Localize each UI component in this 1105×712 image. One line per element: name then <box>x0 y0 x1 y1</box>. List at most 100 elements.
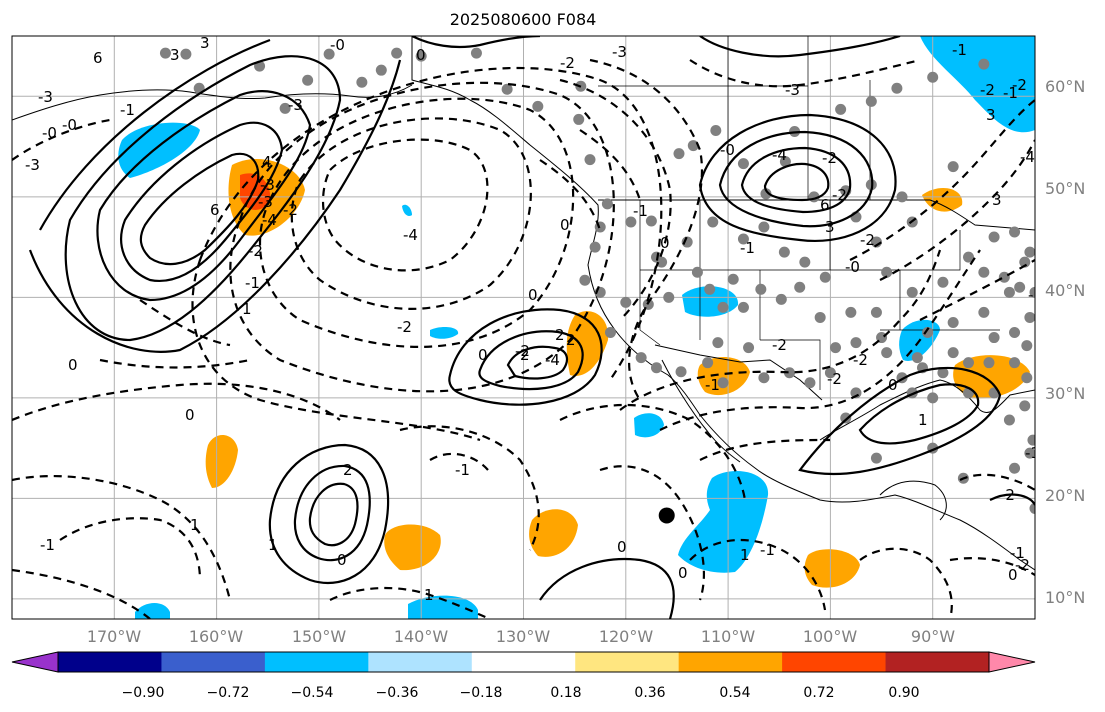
contour-label: 4 <box>262 153 272 171</box>
colorbar-extend-high <box>988 651 1036 673</box>
contour-label: -3 <box>612 43 627 61</box>
contour-label: 2 <box>566 331 576 349</box>
station-marker <box>927 71 939 83</box>
colorbar-tick-label: −0.36 <box>376 685 419 701</box>
contour-label: -1 <box>740 239 755 257</box>
station-marker <box>845 306 857 318</box>
station-marker <box>783 367 795 379</box>
station-marker <box>963 357 975 369</box>
coastline-alaska <box>12 84 413 121</box>
station-marker <box>1024 311 1035 323</box>
contour-positive <box>64 55 342 342</box>
station-marker <box>835 103 847 115</box>
colorbar-swatch <box>575 652 680 672</box>
station-marker <box>620 296 632 308</box>
station-marker <box>906 286 918 298</box>
station-marker <box>927 392 939 404</box>
station-marker <box>356 76 368 88</box>
contour-label: -1 <box>952 41 967 59</box>
station-marker <box>1027 434 1035 446</box>
canada-provinces <box>598 36 871 200</box>
contour-label: -1 <box>705 376 720 394</box>
station-marker <box>870 452 882 464</box>
station-marker <box>501 83 513 95</box>
contour-label: 1 <box>740 546 750 564</box>
contour-label: 0 <box>337 551 347 569</box>
map-area: 6 -0 -2 -0 -3 0 -4 -3 -2 -1 0 2 -2 0 1 -… <box>12 36 1040 619</box>
station-marker <box>302 74 314 86</box>
contour-label: 3 <box>992 191 1002 209</box>
contour-label: 0 <box>560 216 570 234</box>
station-marker <box>1003 414 1015 426</box>
station-marker <box>681 236 693 248</box>
colorbar-tick-label: 0.18 <box>550 685 581 701</box>
lat-labels: 10°N 20°N 30°N 40°N 50°N 60°N <box>1045 77 1085 607</box>
contour-label: 0 <box>660 234 670 252</box>
contour-label: 3 <box>986 106 996 124</box>
contour-positive <box>740 146 852 214</box>
contour-label: 0 <box>617 538 627 556</box>
contour-positive <box>763 162 830 202</box>
contour-label: -0 <box>720 141 735 159</box>
lat-label: 40°N <box>1045 281 1085 300</box>
station-marker <box>604 327 616 339</box>
colorbar-extend-low <box>11 651 59 673</box>
colorbar-tick-label: −0.54 <box>291 685 334 701</box>
station-marker <box>896 191 908 203</box>
station-marker <box>573 113 585 125</box>
contours <box>12 36 1035 619</box>
negative-contours <box>12 58 1035 619</box>
station-marker <box>1009 357 1021 369</box>
station-marker <box>323 48 335 60</box>
contour-label: -1 <box>120 101 135 119</box>
contour-label: 2 <box>343 461 353 479</box>
station-marker <box>601 198 613 210</box>
contour-label: -2 <box>1012 76 1027 94</box>
contour-negative <box>12 118 341 422</box>
colorbar-tick-label: −0.90 <box>122 685 165 701</box>
station-marker <box>1009 327 1021 339</box>
station-marker <box>988 231 1000 243</box>
colorbar-swatch <box>58 652 162 672</box>
border-us-mexico <box>654 344 823 401</box>
contour-negative <box>659 249 981 431</box>
contour-label: -3 <box>258 193 273 211</box>
contour-label: -4 <box>772 146 787 164</box>
station-marker <box>1009 226 1021 238</box>
contour-label: 0 <box>185 406 195 424</box>
colorbar-tick-label: −0.72 <box>207 685 250 701</box>
colorbar-swatch <box>161 652 266 672</box>
contour-positive <box>308 482 359 547</box>
contour-label: -1 <box>1025 444 1040 462</box>
station-marker <box>717 301 729 313</box>
colorbar-tick-label: −0.18 <box>460 685 503 701</box>
contour-label: -3 <box>288 96 303 114</box>
station-marker <box>775 293 787 305</box>
station-marker <box>865 95 877 107</box>
contour-label: 6 <box>210 201 220 219</box>
colorbar: −0.90 −0.72 −0.54 −0.36 −0.18 0.18 0.36 … <box>11 651 1036 701</box>
contour-positive <box>858 383 980 445</box>
contour-negative <box>12 475 232 601</box>
station-marker <box>470 47 482 59</box>
station-marker <box>998 271 1010 283</box>
station-marker <box>870 306 882 318</box>
station-marker <box>794 281 806 293</box>
station-marker <box>710 124 722 136</box>
station-marker <box>1014 281 1026 293</box>
contour-negative <box>539 129 642 231</box>
contour-negative <box>191 66 663 442</box>
contour-label: -1 <box>455 461 470 479</box>
contour-negative <box>859 547 953 619</box>
station-marker <box>159 47 171 59</box>
station-marker <box>881 266 893 278</box>
contour-label: -2 <box>283 201 298 219</box>
lon-labels: 170°W 160°W 150°W 140°W 130°W 120°W 110°… <box>87 627 955 646</box>
precip-blob-orange <box>205 434 238 488</box>
state-lines <box>639 200 1000 390</box>
station-marker <box>937 367 949 379</box>
station-marker <box>850 337 862 349</box>
station-marker <box>391 47 403 59</box>
contour-positive <box>698 113 897 242</box>
station-marker <box>645 215 657 227</box>
